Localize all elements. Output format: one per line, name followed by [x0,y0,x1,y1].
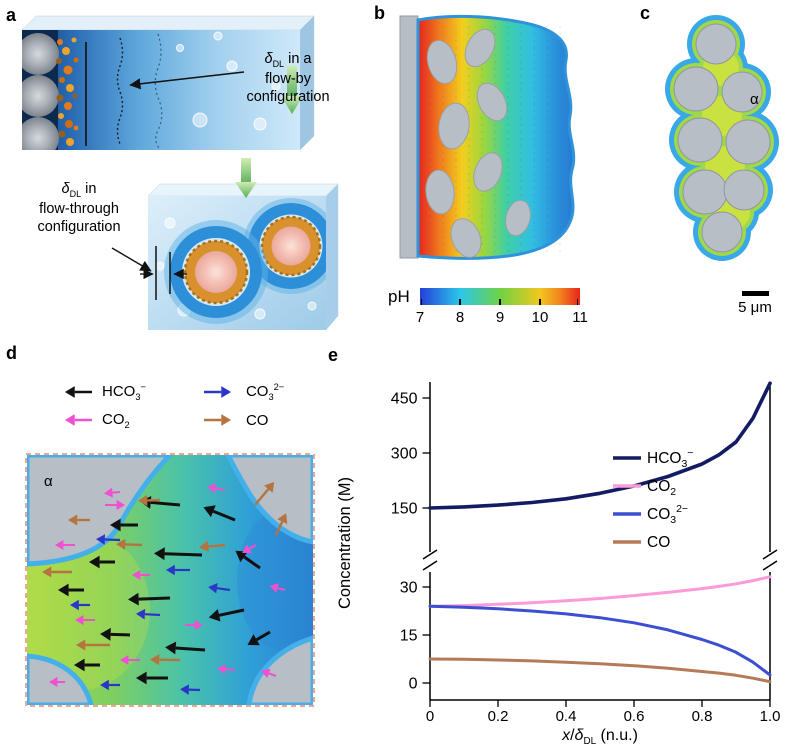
legend-item: CO32− [202,378,284,406]
species-arrow-icon [65,414,92,426]
alpha-label: α [750,91,759,108]
ph-colorbar [420,288,580,305]
panel-c-label: c [640,3,651,23]
alpha-label: α [44,473,53,490]
catalyst-nanoparticles [56,37,79,146]
legend-label: HCO3− [647,447,693,470]
legend-item: HCO3− [58,378,146,406]
legend-label: CO2 [647,478,676,498]
catalyst-sphere [22,33,59,75]
legend-item: CO2 [58,406,146,434]
x-tick-label: 1.0 [760,708,781,725]
panel-a-label: a [6,5,17,25]
legend-label: CO [245,411,269,429]
panel-c-graphic: α [665,15,779,261]
colorbar-tick-label: 10 [531,309,549,326]
catalyst-particles-b [425,28,531,258]
annotation-arrow-flow-through [111,247,152,272]
delta-symbol: δ [264,51,273,67]
y-tick-label: 15 [400,628,418,645]
scale-bar [742,291,769,296]
particle-regions [27,455,313,705]
colorbar-tick-mark [459,299,461,305]
flow-through-cell [111,158,339,331]
legend-item: CO [202,406,284,434]
colorbar-title: pH [388,287,410,306]
flow-by-cell [21,15,315,151]
colorbar-tick-label: 7 [415,309,425,326]
axis-break-slash [762,560,778,571]
x-tick-label: 0.8 [692,708,713,725]
chart-ticks [422,397,771,707]
series-line-co [428,657,772,684]
catalyst-sphere [22,75,59,117]
y-tick-label: 300 [391,446,418,463]
colorbar-tick-mark [539,299,541,305]
panel-e-label: e [328,345,339,365]
panel-d-graphic: α [25,453,315,707]
species-arrow-icon [65,386,92,398]
species-arrow-icon [203,386,231,398]
zoom-region-border [25,453,315,707]
y-tick-label: 30 [400,580,418,597]
flow-arrow-down-icon [235,158,257,198]
ph-field-blob [416,14,576,260]
legend-label: CO32− [647,503,688,526]
panel-a-graphic [21,15,339,331]
legend-label: HCO3− [102,382,146,402]
ph-colorbar-ticks: 7 8 9 10 11 [416,309,588,326]
catalyst-particle [164,220,268,324]
series-line-co3 [428,604,772,677]
legend-label: CO32− [245,382,285,402]
colorbar-tick-label: 11 [572,309,588,326]
x-tick-label: 0.2 [488,708,509,725]
axis-break-slash [762,549,778,560]
legend-label: CO [647,534,670,551]
chart-axes [422,382,778,701]
electrode-strip [399,15,419,259]
colorbar-tick-mark [576,299,579,305]
x-tick-label: 0.6 [624,708,645,725]
axis-break-slash [422,560,438,571]
chart-legend: HCO3− CO2 CO32− CO [613,447,693,551]
panel-b-graphic [399,14,576,260]
bubbles [176,31,281,131]
colorbar-tick-mark [420,299,423,305]
y-tick-label: 450 [391,391,418,408]
legend-label: CO2 [102,410,130,430]
panel-b-label: b [374,3,385,23]
microparticle-cluster [665,15,779,261]
y-axis-label: Concentration (M) [336,477,354,609]
y-tick-label: 0 [409,676,418,693]
series-line-co2 [428,575,772,608]
colorbar-tick-label: 9 [495,309,505,326]
field-highlight [27,530,150,690]
panel-d-label: d [6,343,17,363]
x-tick-label: 0.4 [556,708,577,725]
annotation-arrow-flow-by [129,71,245,90]
field-shadow [237,510,313,650]
chart-series [428,381,772,684]
y-tick-label: 150 [391,501,418,518]
delta-symbol: δ [61,181,70,197]
colorbar-tick-mark [499,299,501,305]
catalyst-sphere [22,117,59,150]
flow-by-annotation: δDL in a flow-by configuration [246,51,330,106]
x-axis-label: x/δDL (n.u.) [562,727,638,748]
flow-through-annotation: δDL in flow-through configuration [37,181,121,236]
series-line-hco3 [428,381,772,510]
colorbar-tick-label: 8 [455,309,465,326]
axis-break-slash [422,549,438,560]
scale-bar-label: 5 μm [738,299,772,316]
species-arrow-icon [203,414,231,426]
panel-d-legend: HCO3− CO2 CO32− CO [58,378,284,434]
flux-arrows [42,482,288,695]
flow-arrow-down-icon [281,66,303,114]
x-tick-label: 0 [426,708,434,725]
